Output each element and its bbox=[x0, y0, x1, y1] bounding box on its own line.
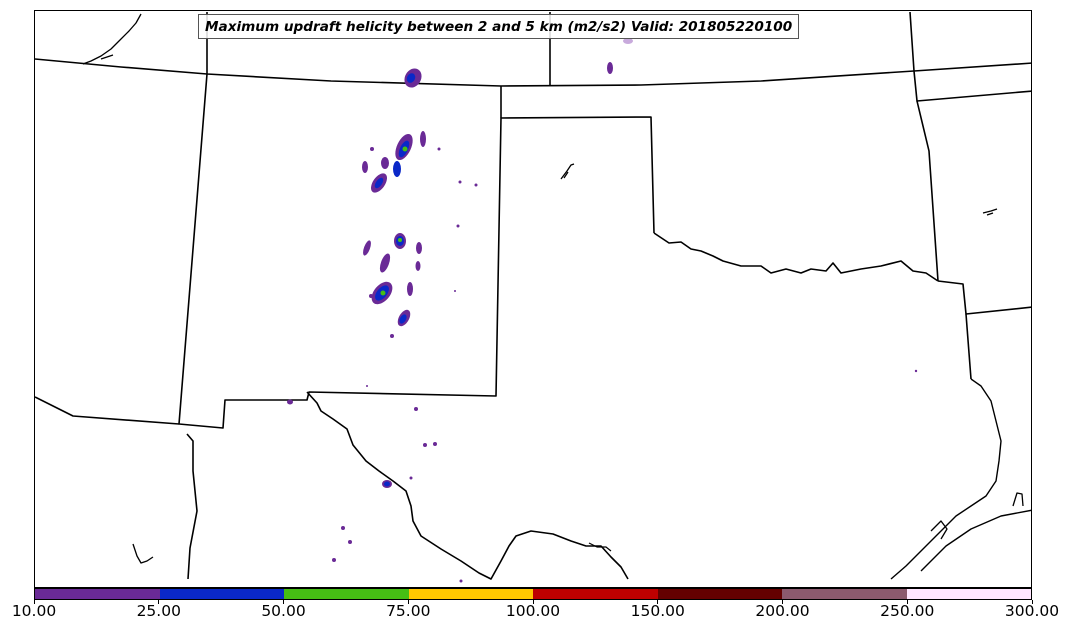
uh-swath bbox=[414, 407, 418, 411]
colorbar-tick-label: 150.00 bbox=[630, 602, 685, 620]
uh-swath bbox=[459, 579, 463, 583]
uh-swath bbox=[348, 540, 352, 544]
uh-swath bbox=[398, 238, 402, 242]
uh-swath bbox=[363, 240, 371, 256]
uh-swath bbox=[406, 73, 416, 83]
colorbar-tick bbox=[158, 600, 160, 604]
uh-swath bbox=[402, 146, 408, 152]
colorbar-segment bbox=[408, 589, 533, 599]
uh-swath bbox=[366, 385, 368, 387]
uh-swath bbox=[433, 442, 437, 446]
colorbar-tick-label: 200.00 bbox=[755, 602, 810, 620]
uh-swath bbox=[437, 147, 441, 151]
gulf-coast-east bbox=[920, 509, 1031, 572]
uh-swath bbox=[458, 180, 462, 184]
colorbar-tick bbox=[1031, 600, 1033, 604]
uh-swath bbox=[409, 476, 413, 480]
colorbar-tick-label: 100.00 bbox=[505, 602, 561, 620]
uh-swath bbox=[332, 558, 336, 562]
uh-swath bbox=[381, 157, 389, 169]
uh-swath bbox=[474, 183, 478, 187]
uh-swath bbox=[423, 443, 427, 447]
colorbar-tick-label: 25.00 bbox=[136, 602, 181, 620]
uh-swath bbox=[914, 369, 918, 373]
colorbar-segment bbox=[159, 589, 284, 599]
reservoir-outline-south bbox=[132, 543, 154, 564]
uh-swath bbox=[607, 62, 613, 74]
colorbar-tick-label: 75.00 bbox=[386, 602, 431, 620]
lake-outline bbox=[82, 13, 142, 65]
colorbar-tick bbox=[283, 600, 284, 604]
uh-swath bbox=[374, 177, 384, 189]
reservoir-outline bbox=[560, 163, 575, 180]
map-canvas bbox=[35, 11, 1031, 583]
colorbar-tick-label: 10.00 bbox=[11, 602, 57, 620]
colorbar-tick bbox=[407, 600, 409, 604]
map-title: Maximum updraft helicity between 2 and 5… bbox=[198, 14, 800, 39]
colorbar-segment bbox=[657, 589, 782, 599]
colorbar-tick bbox=[906, 600, 908, 604]
rio-grande-border bbox=[306, 391, 629, 580]
mexico-border-west bbox=[186, 433, 198, 580]
river-outline bbox=[588, 542, 612, 552]
uh-swath bbox=[393, 161, 401, 177]
uh-swath bbox=[407, 282, 413, 296]
uh-swath bbox=[370, 147, 374, 151]
colorbar bbox=[34, 588, 1032, 600]
uh-swath bbox=[384, 481, 390, 487]
uh-swath bbox=[415, 261, 421, 271]
uh-swath bbox=[380, 290, 386, 296]
colorbar-tick-label: 250.00 bbox=[880, 602, 935, 620]
texas-coastline bbox=[890, 378, 1002, 580]
lake-outline-east bbox=[982, 208, 998, 216]
uh-swath bbox=[390, 334, 394, 338]
uh-swath bbox=[399, 314, 407, 324]
colorbar-segment bbox=[284, 589, 409, 599]
colorbar-segment bbox=[35, 589, 160, 599]
uh-swath bbox=[341, 526, 345, 530]
colorbar-segment bbox=[906, 589, 1031, 599]
colorbar-tick-label: 300.00 bbox=[1004, 602, 1060, 620]
colorbar-tick bbox=[33, 600, 35, 604]
colorbar-tick-label: 50.00 bbox=[261, 602, 306, 620]
red-river-border bbox=[653, 232, 939, 282]
uh-swath bbox=[362, 161, 368, 173]
colorbar-segment bbox=[533, 589, 658, 599]
uh-swath bbox=[379, 253, 391, 273]
gulf-inlet bbox=[1012, 492, 1024, 507]
colorbar-labels: 10.00 25.00 50.00 75.00 100.00 150.00 200.00 25… bbox=[0, 600, 1070, 630]
helicity-swaths bbox=[287, 38, 918, 583]
colorbar-tick bbox=[532, 600, 534, 604]
uh-swath bbox=[454, 290, 456, 292]
map-panel bbox=[34, 10, 1032, 588]
state-borders bbox=[35, 11, 1031, 429]
uh-swath bbox=[369, 294, 373, 298]
colorbar-tick bbox=[782, 600, 783, 604]
uh-swath bbox=[287, 399, 293, 405]
uh-swath bbox=[416, 242, 422, 254]
bay-outline bbox=[930, 520, 948, 540]
colorbar-tick bbox=[657, 600, 659, 604]
uh-swath bbox=[623, 38, 633, 44]
uh-swath bbox=[420, 131, 426, 147]
uh-swath bbox=[456, 224, 460, 228]
colorbar-segment bbox=[782, 589, 907, 599]
